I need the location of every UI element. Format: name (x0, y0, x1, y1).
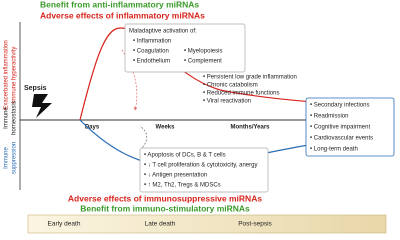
axis-lower: suppression (12, 142, 18, 174)
suppression-item: • ↓ T cell proliferation & cytotoxicity,… (144, 163, 257, 169)
dashed-arrow (139, 125, 148, 151)
axis-upper: Exacerbated inflammation (4, 40, 10, 109)
suppression-item: • ↓ Antigen presentation (144, 173, 207, 179)
diagram: Benefit from anti-inflammatory miRNAs Ad… (4, 0, 395, 234)
top-benefit: Benefit from anti-inflammatory miRNAs (40, 0, 199, 9)
time-label: Months/Years (230, 125, 270, 131)
outcome-box (305, 97, 395, 157)
phase-label: Post-sepsis (238, 221, 272, 228)
late-item: • Viral reactivation (203, 99, 251, 105)
early-box (124, 23, 246, 73)
time-label: Weeks (156, 125, 176, 131)
axis-lower: Immune (4, 147, 10, 169)
early-item: • Inflammation (133, 39, 171, 45)
early-item: • Endothelium (133, 59, 170, 65)
bottom-benefit: Benefit from immuno-stimulatory miRNAs (80, 203, 250, 213)
suppression-box (139, 147, 269, 193)
late-item: • Persistent low grade inflammation (203, 75, 297, 81)
outcome-item: • Long-term death (310, 147, 358, 153)
axis-upper: Immune hyperactivity (12, 47, 18, 104)
axis-middle: Immune (4, 107, 10, 129)
early-item: • Complement (184, 59, 222, 65)
outcome-item: • Secondary infections (310, 103, 369, 109)
phase-bar (27, 214, 387, 234)
bottom-adverse: Adverse effects of immunosuppressive miR… (68, 193, 262, 203)
outcome-item: • Readmission (310, 114, 348, 120)
top-adverse: Adverse effects of inflammatory miRNAs (40, 10, 205, 20)
early-item: • Coagulation (133, 49, 169, 55)
late-item: • Chronic catabolism (203, 83, 258, 89)
sepsis-label: Sepsis (24, 85, 47, 92)
phase-label: Early death (48, 221, 81, 228)
lightning-icon (32, 94, 52, 118)
time-label: Days (85, 125, 100, 131)
late-item: • Reduced immune functions (203, 91, 279, 97)
outcome-item: • Cognitive impairment (310, 125, 370, 131)
early-item: • Myelopoiesis (184, 49, 222, 55)
dashed-arrow (121, 49, 138, 111)
early-title: Maladaptive activation of: (129, 29, 197, 35)
outcome-item: • Cardiovascular events (310, 136, 373, 142)
phase-label: Late death (145, 221, 176, 228)
axis-middle: homeostasis (12, 101, 18, 135)
suppression-item: • ↑ M2, Th2, Tregs & MDSCs (144, 183, 221, 189)
suppression-item: • Apoptosis of DCs, B & T cells (144, 153, 226, 159)
